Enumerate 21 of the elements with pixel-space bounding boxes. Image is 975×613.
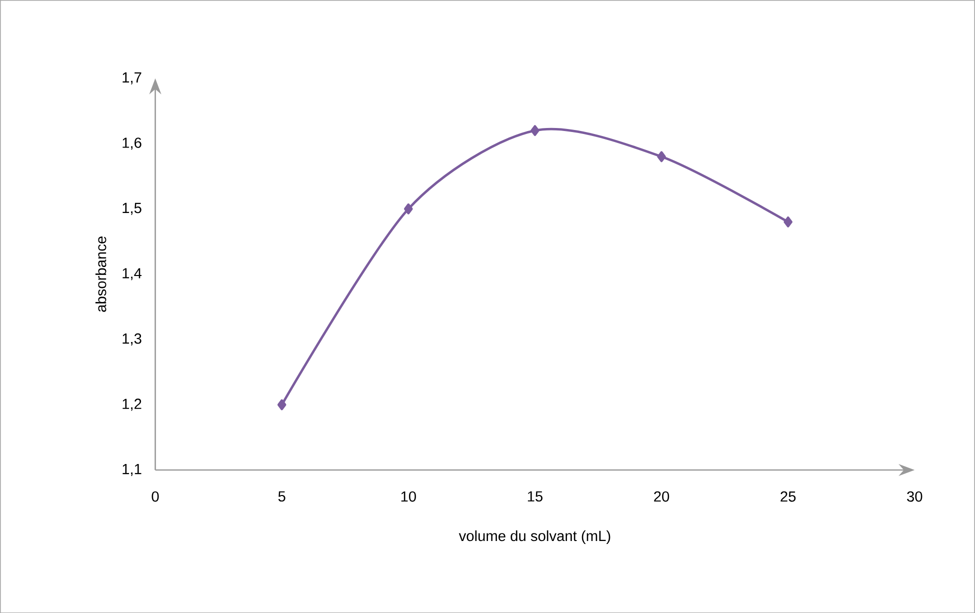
x-tick-label: 25 [780,491,796,502]
x-tick-label: 10 [401,491,416,502]
y-tick-label: 1,4 [122,268,142,280]
x-tick-label: 5 [278,491,286,502]
y-tick-label: 1,2 [122,398,142,411]
y-tick-label: 1,3 [122,333,142,346]
x-tick-label: 15 [528,491,542,502]
point [277,399,286,410]
point [657,151,666,162]
point [530,124,540,136]
y-tick-label: 1,1 [122,464,142,476]
point [404,203,413,214]
x-tick-label: 0 [152,491,159,502]
point [784,216,792,228]
y-tick-label: 1,7 [122,72,142,84]
x-axis-title: volume du solvant (mL) [458,530,610,544]
x-tick-label: 20 [654,491,670,502]
y-tick-label: 1,6 [122,137,142,150]
y-axis-title: absorbance [95,236,106,312]
y-tick-label: 1,5 [122,202,142,215]
x-tick-label: 30 [907,491,922,502]
